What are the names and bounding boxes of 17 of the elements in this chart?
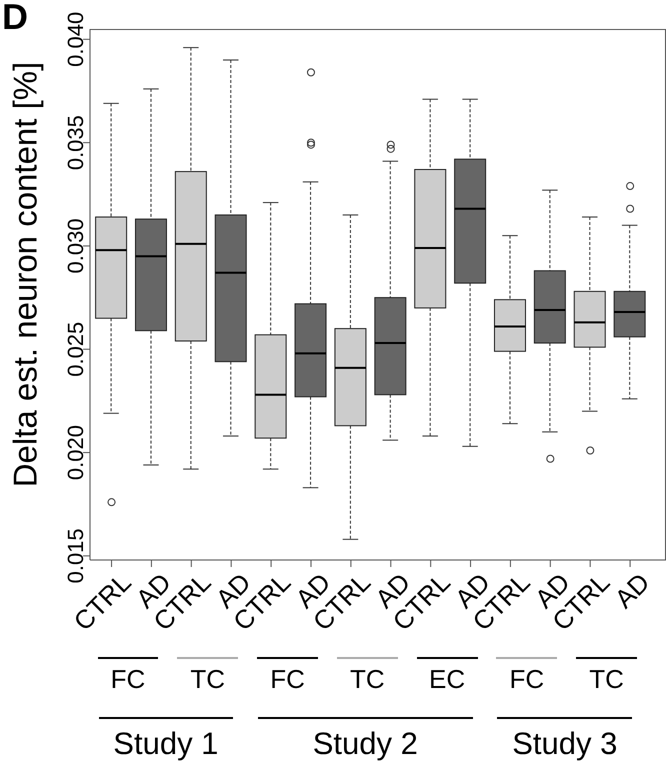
text: EC [428, 664, 466, 695]
y-axis-title: Delta est. neuron content [%] [6, 62, 44, 488]
text: Study 2 [312, 726, 419, 762]
text: TC [189, 664, 226, 695]
y-tick-label: 0.030 [62, 218, 88, 274]
text: D [2, 0, 28, 38]
text: Study 3 [511, 726, 618, 762]
y-tick-label: 0.025 [62, 322, 88, 377]
text: FC [269, 664, 306, 695]
y-tick-label: 0.035 [62, 115, 88, 170]
text: Study 1 [112, 726, 220, 762]
y-tick-label: 0.020 [62, 425, 88, 480]
y-tick-label: 0.040 [62, 12, 88, 67]
text: TC [588, 664, 625, 695]
text: FC [508, 664, 546, 695]
text: FC [110, 664, 146, 695]
text: TC [348, 664, 386, 695]
